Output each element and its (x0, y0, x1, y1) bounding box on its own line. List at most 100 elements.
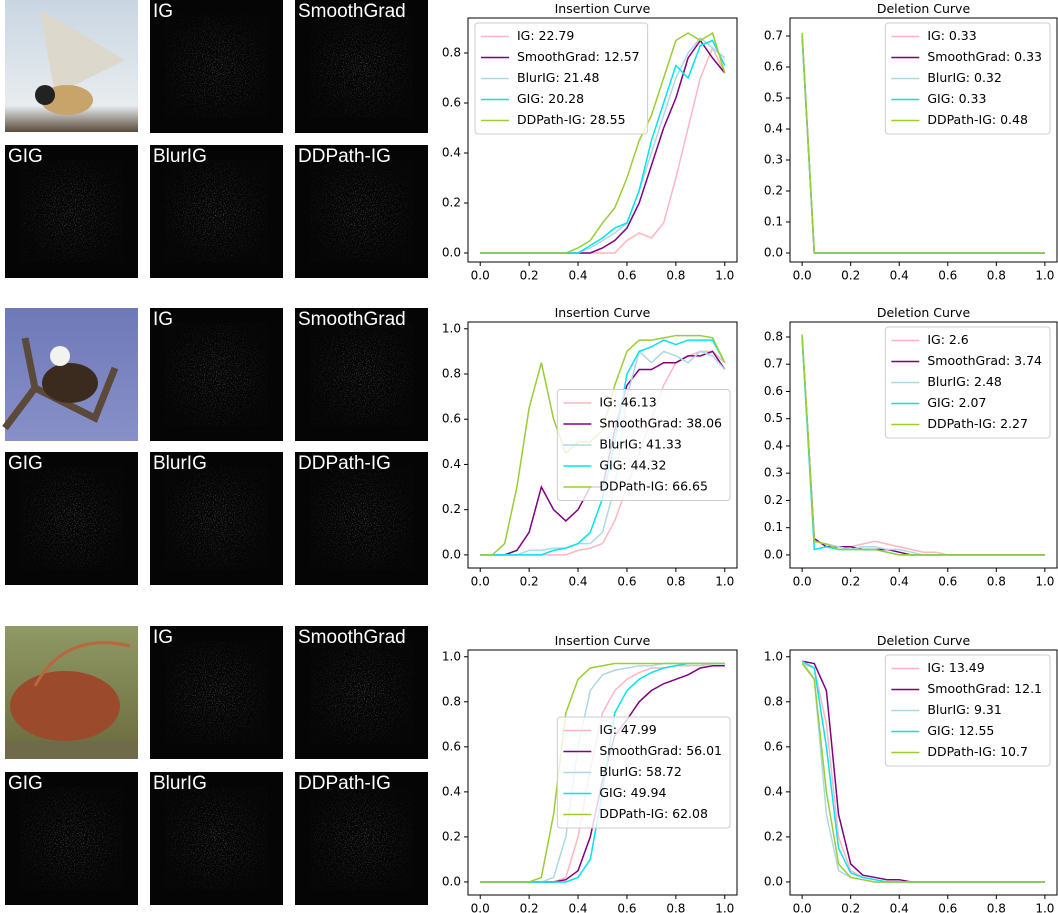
legend-label: DDPath-IG: 66.65 (599, 479, 708, 494)
y-tick-label: 0.2 (764, 493, 783, 507)
saliency-glow (165, 15, 268, 118)
saliency-glow (310, 323, 413, 426)
map-label: SmoothGrad (298, 1, 406, 22)
map-label: BlurIG (153, 453, 207, 474)
y-tick-label: 0.3 (764, 152, 783, 166)
legend-label: BlurIG: 58.72 (599, 764, 681, 779)
legend: IG: 47.99SmoothGrad: 56.01BlurIG: 58.72G… (557, 717, 730, 828)
legend-label: SmoothGrad: 0.33 (927, 49, 1042, 64)
map-label: IG (153, 309, 173, 330)
y-tick-label: 1.0 (442, 649, 461, 663)
photo (5, 0, 138, 132)
map-label: BlurIG (153, 773, 207, 794)
legend-label: IG: 47.99 (599, 722, 656, 737)
map-label: GIG (8, 453, 43, 474)
y-tick-label: 0.0 (764, 874, 783, 888)
legend-label: SmoothGrad: 12.1 (927, 681, 1042, 696)
saliency-glow (20, 160, 123, 263)
x-tick-label: 1.0 (715, 902, 734, 913)
y-tick-label: 0.4 (442, 784, 461, 798)
y-tick-label: 0.6 (442, 96, 461, 110)
saliency-glow (20, 787, 123, 890)
x-tick-label: 0.6 (617, 902, 636, 913)
x-tick-label: 0.2 (841, 269, 860, 283)
legend-label: SmoothGrad: 12.57 (517, 49, 640, 64)
legend-label: IG: 22.79 (517, 28, 574, 43)
page: IG SmoothGrad GIG BlurIG DDPath-IG IG SmoothGr… (0, 0, 1058, 913)
x-tick-label: 0.8 (987, 575, 1006, 589)
figure: IG SmoothGrad GIG BlurIG DDPath-IG IG SmoothGr… (0, 0, 1058, 913)
x-tick-label: 0.8 (666, 902, 685, 913)
legend-label: GIG: 49.94 (599, 785, 666, 800)
chart-title: Insertion Curve (555, 305, 651, 320)
map-label: GIG (8, 146, 43, 167)
legend-label: DDPath-IG: 62.08 (599, 806, 708, 821)
x-tick-label: 1.0 (1035, 575, 1054, 589)
y-tick-label: 0.4 (764, 121, 783, 135)
legend-label: BlurIG: 41.33 (599, 437, 681, 452)
legend: IG: 0.33 SmoothGrad: 0.33 BlurIG: 0.32 GIG:… (885, 23, 1050, 134)
y-tick-label: 0.4 (442, 457, 461, 471)
map-label: IG (153, 1, 173, 22)
y-tick-label: 0.8 (442, 694, 461, 708)
saliency-glow (310, 641, 413, 744)
x-tick-label: 0.4 (890, 269, 909, 283)
x-tick-label: 1.0 (715, 269, 734, 283)
map-label: DDPath-IG (298, 146, 391, 167)
y-tick-label: 0.8 (442, 46, 461, 60)
saliency-glow (165, 641, 268, 744)
chart-title: Insertion Curve (555, 633, 651, 648)
saliency-glow (165, 787, 268, 890)
x-tick-label: 0.6 (938, 575, 957, 589)
legend-label: GIG: 0.33 (927, 91, 986, 106)
saliency-glow (165, 160, 268, 263)
chart-title: Deletion Curve (877, 633, 971, 648)
y-tick-label: 0.6 (442, 739, 461, 753)
y-tick-label: 0.2 (764, 184, 783, 198)
y-tick-label: 0.1 (764, 215, 783, 229)
legend-label: DDPath-IG: 10.7 (927, 744, 1028, 759)
legend-label: GIG: 12.55 (927, 723, 994, 738)
legend-label: BlurIG: 0.32 (927, 70, 1002, 85)
bird-head (35, 85, 55, 105)
y-tick-label: 0.5 (764, 411, 783, 425)
y-tick-label: 0.6 (764, 739, 783, 753)
saliency-glow (310, 467, 413, 570)
legend-label: IG: 0.33 (927, 28, 976, 43)
y-tick-label: 0.7 (764, 357, 783, 371)
x-tick-label: 0.8 (987, 902, 1006, 913)
x-tick-label: 0.0 (793, 902, 812, 913)
y-tick-label: 0.2 (764, 829, 783, 843)
x-tick-label: 0.6 (617, 269, 636, 283)
y-tick-label: 0.3 (764, 466, 783, 480)
x-tick-label: 0.2 (841, 902, 860, 913)
legend-label: BlurIG: 9.31 (927, 702, 1002, 717)
legend-label: GIG: 2.07 (927, 395, 986, 410)
y-tick-label: 0.8 (442, 367, 461, 381)
x-tick-label: 0.4 (890, 575, 909, 589)
chart-title: Deletion Curve (877, 305, 971, 320)
map-label: IG (153, 627, 173, 648)
map-label: DDPath-IG (298, 773, 391, 794)
x-tick-label: 0.4 (568, 902, 587, 913)
lobster (10, 671, 120, 741)
legend-label: DDPath-IG: 0.48 (927, 112, 1028, 127)
x-tick-label: 1.0 (1035, 269, 1054, 283)
chart-title: Deletion Curve (877, 1, 971, 16)
y-tick-label: 0.0 (764, 547, 783, 561)
map-label: SmoothGrad (298, 627, 406, 648)
saliency-glow (165, 323, 268, 426)
x-tick-label: 0.8 (666, 575, 685, 589)
x-tick-label: 0.2 (520, 575, 539, 589)
y-tick-label: 1.0 (442, 321, 461, 335)
legend-label: IG: 2.6 (927, 332, 968, 347)
saliency-glow (310, 15, 413, 118)
y-tick-label: 0.4 (442, 146, 461, 160)
eagle-body (42, 363, 98, 403)
x-tick-label: 0.0 (471, 575, 490, 589)
saliency-glow (20, 467, 123, 570)
x-tick-label: 0.6 (938, 269, 957, 283)
